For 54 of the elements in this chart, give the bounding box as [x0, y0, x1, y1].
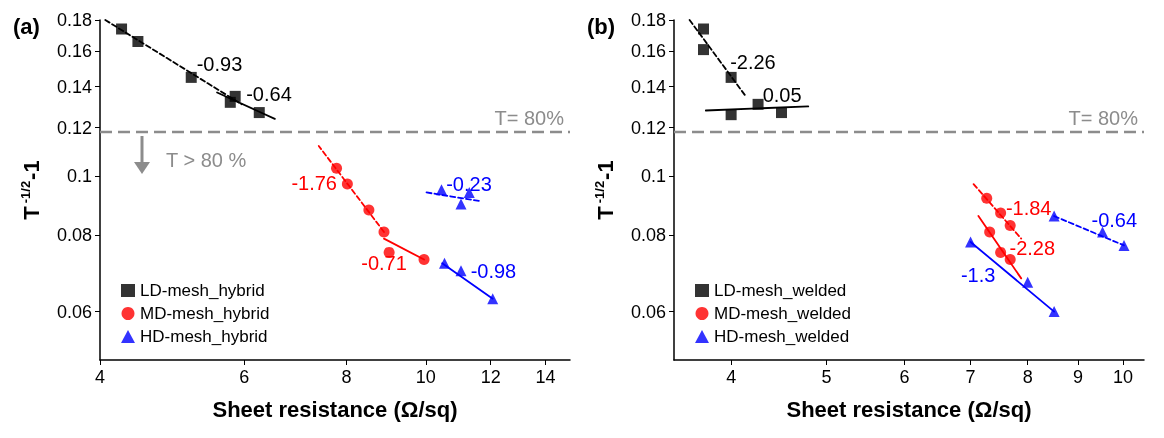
series-label: -2.26: [730, 50, 776, 73]
annotation: T > 80 %: [166, 149, 247, 172]
chart-title: (b): [587, 13, 616, 39]
y-axis-title: T-1/2-1: [18, 160, 44, 220]
series-label: -0.71: [361, 251, 407, 274]
x-tick-label: 5: [821, 367, 832, 387]
series-label: -1.76: [291, 172, 337, 195]
x-tick-label: 8: [1022, 367, 1033, 387]
x-tick-label: 6: [239, 367, 250, 387]
y-tick-label: 0.18: [56, 10, 92, 30]
y-tick-label: 0.08: [56, 225, 92, 246]
series-label: -0.64: [246, 82, 292, 105]
legend-label: LD-mesh_hybrid: [140, 281, 265, 300]
legend-label: HD-mesh_welded: [714, 327, 850, 346]
chart-title: (a): [13, 13, 40, 39]
series-label: -0.64: [1091, 208, 1138, 231]
series-label: 0.05: [762, 83, 802, 106]
annotation: T= 80%: [1068, 107, 1139, 130]
x-axis-title: Sheet resistance (Ω/sq): [212, 396, 458, 422]
legend-label: MD-mesh_welded: [714, 304, 851, 323]
x-tick-label: 6: [899, 367, 910, 387]
y-tick-label: 0.1: [640, 166, 666, 187]
series-label: -1.3: [960, 264, 996, 287]
y-tick-label: 0.06: [630, 301, 666, 322]
y-tick-label: 0.18: [630, 10, 666, 30]
legend-label: MD-mesh_hybrid: [140, 304, 270, 323]
y-tick-label: 0.14: [56, 76, 92, 97]
x-tick-label: 7: [965, 367, 976, 387]
y-tick-label: 0.16: [56, 41, 92, 62]
legend-label: HD-mesh_hybrid: [140, 327, 268, 346]
y-axis-title: T-1/2-1: [592, 160, 618, 220]
y-tick-label: 0.06: [56, 301, 92, 322]
series-label: -1.84: [1005, 197, 1052, 220]
x-tick-label: 14: [535, 367, 556, 387]
y-tick-label: 0.12: [630, 117, 666, 138]
y-tick-label: 0.16: [630, 41, 666, 62]
x-axis-title: Sheet resistance (Ω/sq): [786, 396, 1032, 422]
x-tick-label: 9: [1073, 367, 1084, 387]
x-tick-label: 10: [415, 367, 436, 387]
x-tick-label: 8: [341, 367, 352, 387]
series-label: -0.93: [196, 53, 243, 76]
legend-label: LD-mesh_welded: [714, 281, 847, 300]
y-tick-label: 0.12: [56, 117, 92, 138]
x-tick-label: 12: [480, 367, 501, 387]
x-tick-label: 4: [94, 367, 106, 387]
x-tick-label: 4: [726, 367, 737, 387]
series-label: -0.98: [470, 259, 517, 282]
series-label: -0.23: [446, 172, 492, 195]
y-tick-label: 0.1: [66, 166, 92, 187]
series-label: -2.28: [1009, 236, 1056, 259]
annotation: T= 80%: [494, 107, 565, 130]
y-tick-label: 0.14: [630, 76, 666, 97]
x-tick-label: 10: [1113, 367, 1134, 387]
y-tick-label: 0.08: [630, 225, 666, 246]
